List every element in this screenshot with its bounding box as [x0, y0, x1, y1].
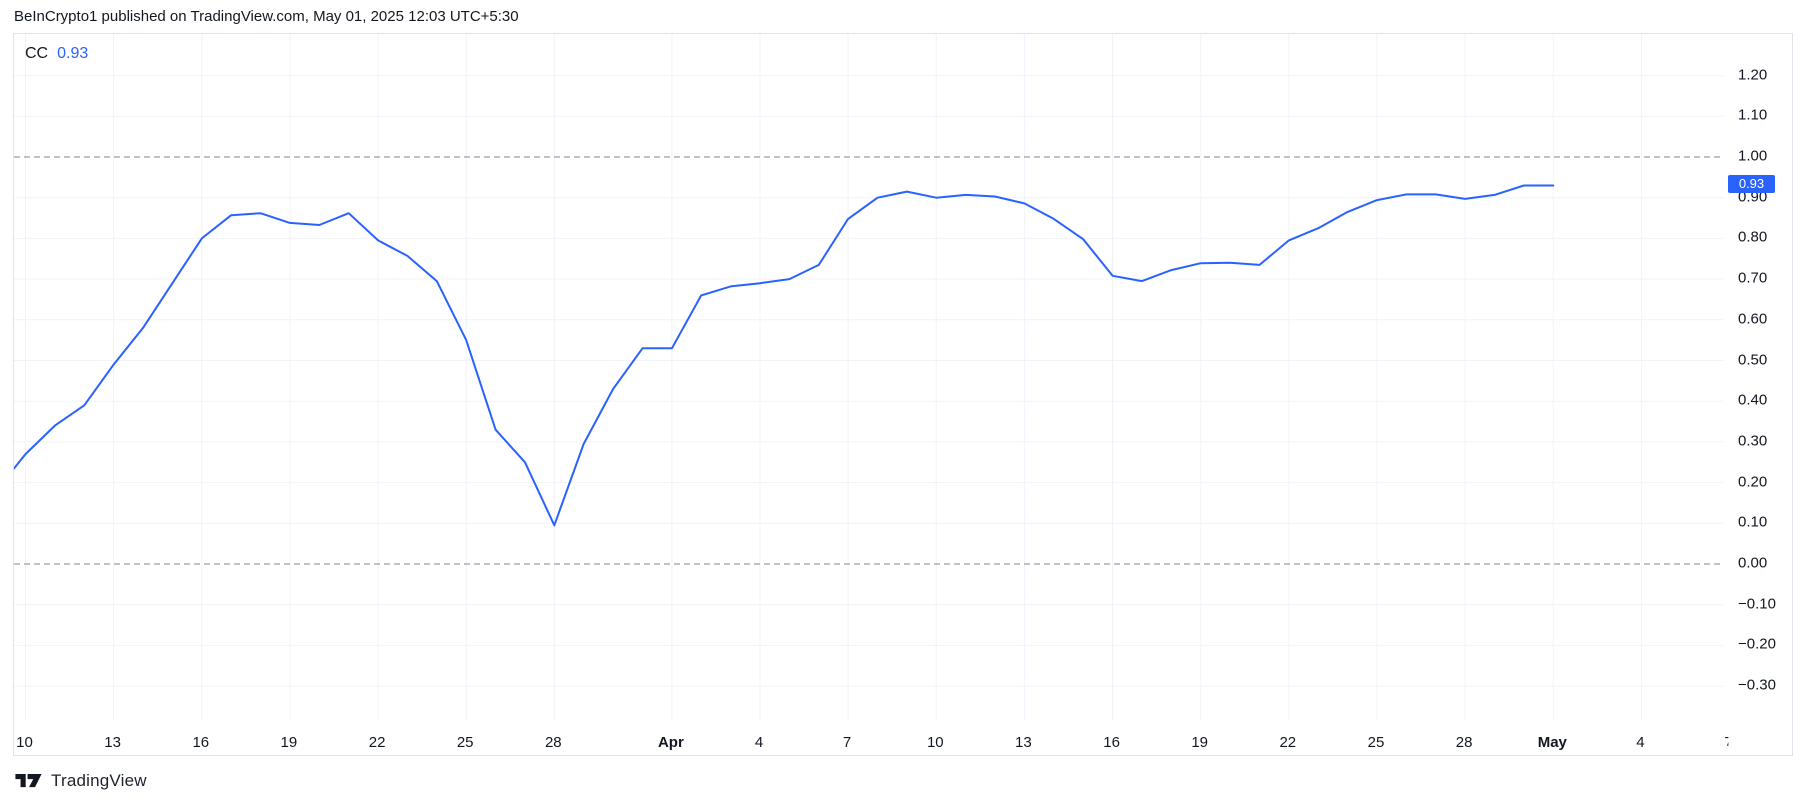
price-axis-label: 0.50	[1738, 351, 1768, 368]
cc-series-line	[14, 184, 1555, 527]
tradingview-icon	[15, 774, 42, 788]
last-price-badge: 0.93	[1728, 175, 1775, 193]
time-axis-label: 16	[1103, 734, 1120, 751]
price-axis-label: 0.10	[1738, 513, 1768, 531]
tradingview-wordmark: TradingView	[51, 771, 147, 790]
time-axis-label: Apr	[657, 734, 684, 751]
attribution-text: BeInCrypto1 published on TradingView.com…	[14, 8, 519, 25]
price-axis-label: 0.40	[1738, 391, 1768, 409]
price-axis-label: −0.10	[1738, 595, 1776, 613]
dashed-level-lines	[14, 156, 1723, 565]
price-axis-label: 0.70	[1738, 269, 1768, 287]
time-axis-label: 28	[1455, 734, 1473, 751]
time-axis-label: 22	[1279, 734, 1297, 751]
price-axis-label: 0.80	[1738, 228, 1768, 246]
time-axis-label: 16	[192, 734, 210, 751]
price-axis-label: 0.00	[1738, 554, 1768, 572]
time-axis-label: 10	[16, 734, 33, 751]
price-axis-label: 1.00	[1738, 147, 1768, 165]
tradingview-logo-link[interactable]: TradingView	[15, 770, 147, 792]
price-axis-label: 1.20	[1738, 66, 1768, 84]
time-axis-label: 25	[456, 734, 474, 751]
time-axis-label: 25	[1367, 734, 1385, 751]
time-axis-label: 28	[544, 734, 562, 751]
chart-plot-area[interactable]	[14, 34, 1794, 757]
chart-frame	[13, 33, 1793, 756]
time-axis-label: 4	[1636, 734, 1645, 751]
indicator-legend: CC 0.93	[25, 45, 88, 63]
gridlines	[14, 34, 1723, 720]
price-axis-label: −0.30	[1738, 676, 1776, 694]
price-axis-label: 0.20	[1738, 473, 1768, 491]
time-axis-label: 7	[842, 734, 852, 751]
time-axis-label: 13	[1015, 734, 1032, 751]
price-axis-label: 0.60	[1738, 310, 1768, 328]
price-axis-label: −0.20	[1738, 635, 1776, 653]
time-axis-label: 22	[368, 734, 386, 751]
time-axis-label: 4	[754, 734, 764, 751]
time-axis-label: 19	[1191, 734, 1209, 751]
indicator-value: 0.93	[57, 45, 89, 62]
price-axis-label: 0.30	[1738, 432, 1768, 450]
time-axis-label: 19	[280, 734, 298, 751]
time-axis-label: 10	[926, 734, 944, 751]
indicator-name: CC	[25, 45, 49, 62]
time-axis-label: 13	[104, 734, 121, 751]
time-axis-label: May	[1537, 734, 1567, 751]
time-axis-label: 7	[1725, 735, 1729, 746]
price-axis-label: 1.10	[1738, 106, 1768, 124]
